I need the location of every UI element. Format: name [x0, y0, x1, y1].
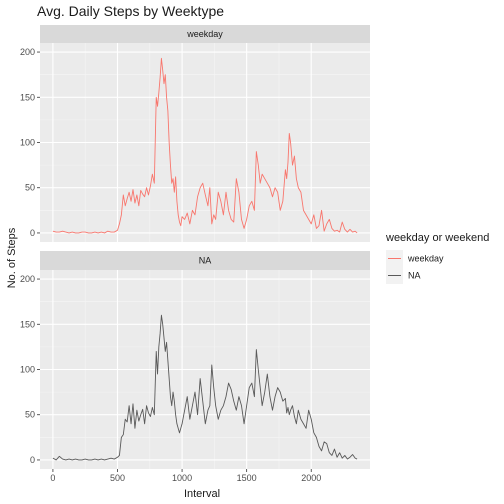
y-tick-label: 50	[25, 410, 35, 420]
y-tick-label: 100	[20, 138, 35, 148]
y-tick-label: 200	[20, 47, 35, 57]
y-tick-label: 150	[20, 319, 35, 329]
facet-strip-label: NA	[199, 256, 212, 266]
series-line-na	[52, 314, 358, 461]
x-tick-label: 2000	[301, 473, 321, 483]
y-tick-label: 200	[20, 274, 35, 284]
x-tick-label: 1000	[172, 473, 192, 483]
chart-title: Avg. Daily Steps by Weektype	[37, 3, 224, 19]
legend-label: weekday	[407, 254, 444, 264]
facet-strip	[40, 251, 370, 270]
x-tick-label: 500	[110, 473, 125, 483]
x-axis-title: Interval	[184, 488, 220, 500]
series-line-weekday	[52, 57, 358, 234]
legend-label: NA	[408, 271, 421, 281]
x-tick-label: 0	[50, 473, 55, 483]
facet-strip-label: weekday	[186, 29, 223, 39]
legend: weekday or weekend weekday NA	[385, 232, 489, 284]
x-tick-label: 1500	[237, 473, 257, 483]
y-tick-label: 0	[30, 228, 35, 238]
facet-panel-weekday: weekday 0 50 100 150 200	[20, 25, 370, 242]
facet-strip	[40, 25, 370, 43]
y-tick-label: 50	[25, 183, 35, 193]
y-tick-label: 150	[20, 92, 35, 102]
legend-title: weekday or weekend	[385, 232, 489, 244]
y-axis-title: No. of Steps	[6, 227, 18, 288]
y-tick-label: 100	[20, 365, 35, 375]
y-tick-label: 0	[30, 455, 35, 465]
